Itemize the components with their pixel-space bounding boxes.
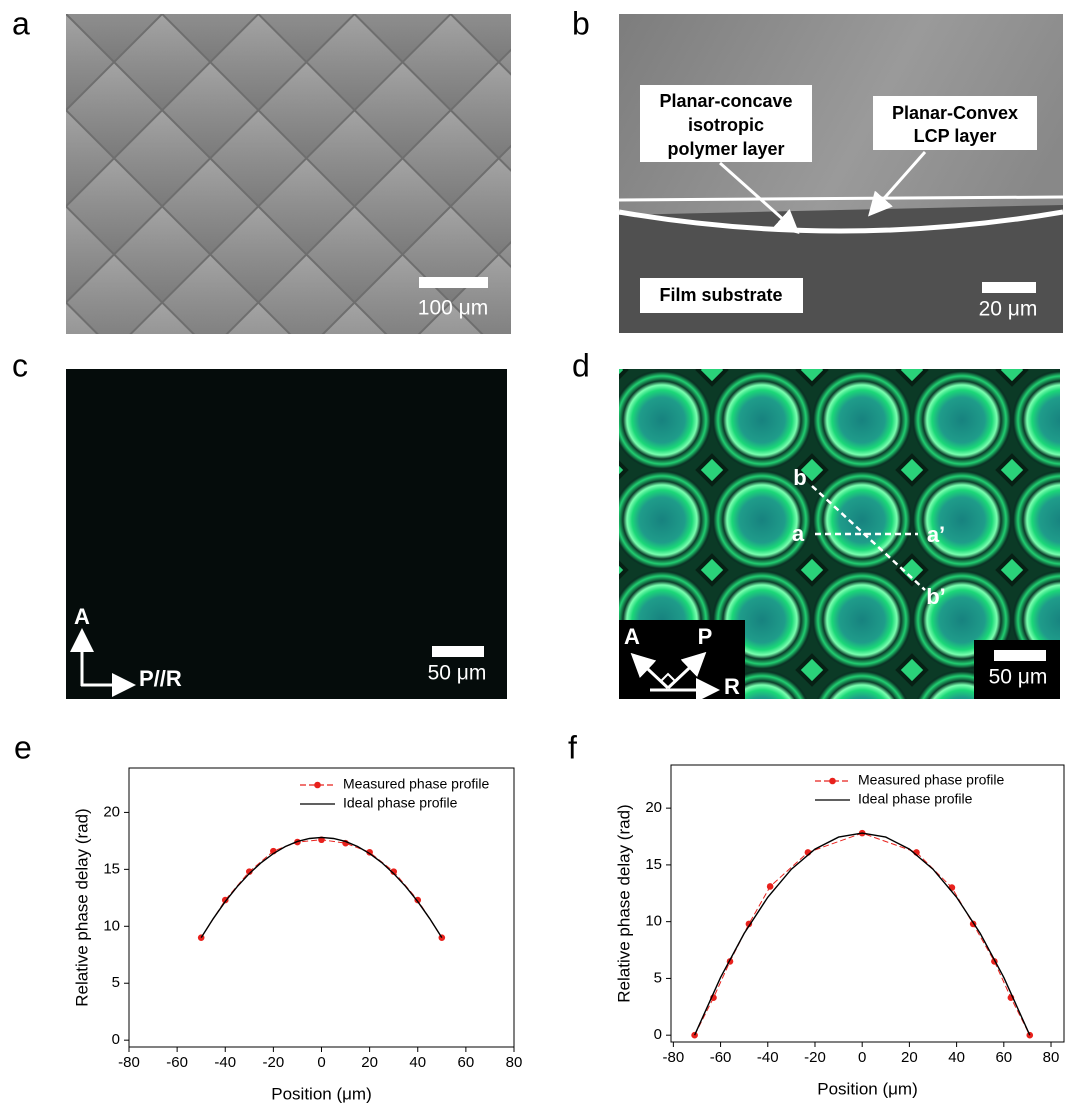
y-tick-label: 10 bbox=[103, 917, 120, 934]
polarizer-label: A bbox=[74, 604, 90, 629]
x-tick-label: -80 bbox=[118, 1054, 140, 1071]
line-label: a’ bbox=[927, 522, 945, 547]
scale-bar bbox=[982, 282, 1036, 293]
x-tick-label: 0 bbox=[317, 1054, 325, 1071]
polarizer-label: P bbox=[698, 624, 713, 649]
y-tick-label: 15 bbox=[645, 856, 662, 873]
x-axis-title: Position (μm) bbox=[271, 1084, 371, 1103]
x-tick-label: 60 bbox=[458, 1054, 475, 1071]
y-tick-label: 0 bbox=[654, 1026, 662, 1043]
figure: a 100 μm b Planar-concave isotropic poly… bbox=[0, 0, 1079, 1107]
panel-label: f bbox=[568, 729, 577, 765]
legend-label: Ideal phase profile bbox=[858, 791, 973, 807]
callout: polymer layer bbox=[667, 139, 784, 159]
series-line bbox=[201, 837, 442, 937]
x-tick-label: 20 bbox=[361, 1054, 378, 1071]
callout: Planar-concave bbox=[659, 91, 792, 111]
legend-label: Measured phase profile bbox=[858, 772, 1005, 788]
x-tick-label: -60 bbox=[710, 1049, 732, 1066]
y-axis-title: Relative phase delay (rad) bbox=[72, 808, 91, 1006]
x-tick-label: 60 bbox=[995, 1049, 1012, 1066]
scale-bar bbox=[419, 277, 488, 288]
callout: LCP layer bbox=[914, 126, 997, 146]
y-tick-label: 20 bbox=[103, 803, 120, 820]
panel-label: d bbox=[572, 347, 590, 383]
x-tick-label: 20 bbox=[901, 1049, 918, 1066]
series-line bbox=[201, 840, 442, 938]
data-point bbox=[767, 883, 774, 890]
y-tick-label: 5 bbox=[654, 969, 662, 986]
x-tick-label: -80 bbox=[663, 1049, 685, 1066]
scale-label: 50 μm bbox=[989, 666, 1048, 689]
x-tick-label: 40 bbox=[948, 1049, 965, 1066]
x-tick-label: 40 bbox=[409, 1054, 426, 1071]
legend-label: Measured phase profile bbox=[343, 776, 490, 792]
scale-label: 50 μm bbox=[428, 662, 487, 685]
x-tick-label: 0 bbox=[858, 1049, 866, 1066]
polarizer-label: R bbox=[724, 674, 740, 699]
panel-label: e bbox=[14, 729, 32, 765]
legend-marker bbox=[314, 782, 321, 789]
scale-label: 100 μm bbox=[418, 297, 488, 320]
legend-marker bbox=[829, 778, 836, 785]
x-tick-label: 80 bbox=[1043, 1049, 1060, 1066]
scale-label: 20 μm bbox=[979, 298, 1038, 321]
line-label: a bbox=[792, 521, 805, 546]
y-tick-label: 5 bbox=[112, 974, 120, 991]
legend-label: Ideal phase profile bbox=[343, 795, 458, 811]
y-tick-label: 20 bbox=[645, 799, 662, 816]
line-label: b’ bbox=[926, 584, 946, 609]
x-tick-label: -40 bbox=[757, 1049, 779, 1066]
scale-bar bbox=[994, 650, 1046, 661]
callout: isotropic bbox=[688, 115, 764, 135]
y-tick-label: 0 bbox=[112, 1031, 120, 1048]
polarizer-label: P//R bbox=[139, 666, 182, 691]
line-label: b bbox=[793, 465, 806, 490]
y-axis-title: Relative phase delay (rad) bbox=[614, 804, 633, 1002]
scale-bar bbox=[432, 646, 484, 657]
x-tick-label: -20 bbox=[263, 1054, 285, 1071]
x-tick-label: -20 bbox=[804, 1049, 826, 1066]
x-tick-label: -60 bbox=[166, 1054, 188, 1071]
y-tick-label: 10 bbox=[645, 913, 662, 930]
callout: Planar-Convex bbox=[892, 103, 1018, 123]
series-line bbox=[695, 833, 1030, 1035]
panel-label: c bbox=[12, 347, 28, 383]
polarizer-label: A bbox=[624, 624, 640, 649]
callout: Film substrate bbox=[659, 285, 782, 305]
x-tick-label: -40 bbox=[214, 1054, 236, 1071]
panel-label: a bbox=[12, 5, 30, 41]
x-axis-title: Position (μm) bbox=[817, 1079, 917, 1098]
series-line bbox=[695, 833, 1030, 1035]
panel-label: b bbox=[572, 5, 590, 41]
x-tick-label: 80 bbox=[506, 1054, 523, 1071]
y-tick-label: 15 bbox=[103, 860, 120, 877]
